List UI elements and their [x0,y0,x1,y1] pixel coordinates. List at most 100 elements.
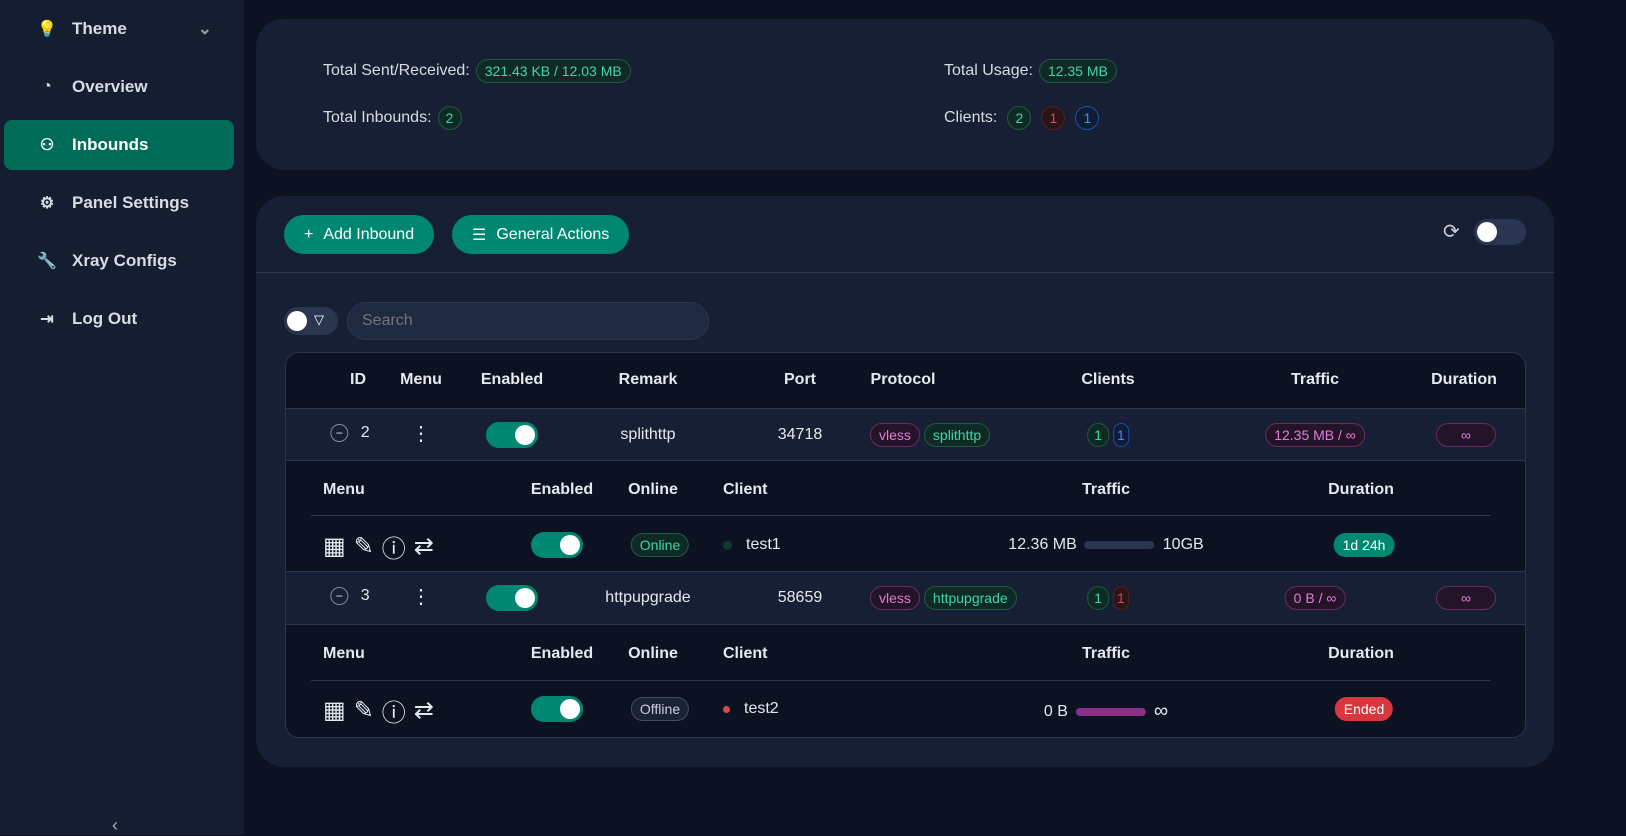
transport-badge: httpupgrade [923,586,1017,610]
status-dot [723,540,732,550]
label: Overview [72,77,148,96]
client-subtable: Menu Enabled Online Client Traffic Durat… [286,625,1525,735]
refresh-icon[interactable]: ⟳ [1443,221,1460,243]
label: Theme [72,19,127,38]
menu-icon: ☰ [472,226,487,244]
client-enable-toggle[interactable] [531,532,583,558]
general-actions-button[interactable]: ☰ General Actions [452,215,630,254]
col-enabled: Enabled [480,371,544,388]
col-protocol: Protocol [870,371,936,388]
sub-col-enabled: Enabled [530,481,594,498]
gear-icon: ⚙ [39,195,55,212]
id: 2 [360,424,370,441]
col-port: Port [784,371,816,388]
sub-col-traffic: Traffic [1081,481,1131,498]
col-duration: Duration [1431,371,1497,388]
info-icon[interactable]: ⓘ [381,536,406,563]
client-actions: ▦ ✎ ⓘ ⇄ [323,529,434,564]
clients-total-badge[interactable]: 1 [1087,423,1109,447]
protocol-badges: vless httpupgrade [870,586,1017,610]
more-vertical-icon[interactable]: ⋮ [411,423,431,445]
filter-toggle[interactable]: ▽ [284,307,338,335]
sidebar-item-theme[interactable]: 💡 Theme ⌄ [4,4,234,54]
port: 58659 [777,589,823,606]
label: General Actions [496,225,610,243]
filter-icon: ▽ [314,312,324,327]
stats-card: Total Sent/Received: 321.43 KB / 12.03 MB… [256,19,1554,170]
sub-col-duration: Duration [1328,481,1394,498]
port: 34718 [777,426,823,443]
clients-depleted-badge[interactable]: 1 [1041,106,1066,130]
client-enable-toggle[interactable] [531,696,583,722]
clients-depleted-badge[interactable]: 1 [1113,586,1129,610]
sub-col-duration: Duration [1328,645,1394,662]
clients-total-badge[interactable]: 1 [1087,586,1109,610]
protocol-badge: vless [870,423,920,447]
total: ∞ [1153,700,1169,722]
label: Xray Configs [72,251,177,270]
enable-toggle[interactable] [486,585,538,611]
sub-col-menu: Menu [323,645,365,662]
col-traffic: Traffic [1290,371,1340,388]
sidebar-item-inbounds[interactable]: ⚇ Inbounds [4,120,234,170]
sidebar-item-overview[interactable]: ◔ Overview [4,62,234,112]
clients-active-badge[interactable]: 2 [1007,106,1032,130]
edit-icon[interactable]: ✎ [353,533,374,560]
status-dot [723,705,730,713]
collapse-row-button[interactable]: − 2 [330,424,370,442]
sub-col-client: Client [723,645,768,662]
remark: splithttp [620,426,676,443]
add-inbound-button[interactable]: + Add Inbound [284,215,435,254]
logout-icon: ⇥ [40,311,54,328]
client-subtable: Menu Enabled Online Client Traffic Durat… [286,461,1525,571]
sub-col-enabled: Enabled [530,645,594,662]
used: 12.36 MB [1008,536,1077,553]
info-icon[interactable]: ⓘ [381,700,406,727]
value-badge: 321.43 KB / 12.03 MB [475,59,631,83]
expiry-badge: 1d 24h [1333,533,1395,557]
collapse-row-button[interactable]: − 3 [330,587,370,605]
clients-online-badge[interactable]: 1 [1113,423,1129,447]
transport-badge: splithttp [923,423,991,447]
plus-icon: + [304,225,314,243]
qrcode-icon[interactable]: ▦ [323,697,346,724]
traffic-badge: 0 B / ∞ [1284,586,1346,610]
enable-toggle[interactable] [486,422,538,448]
sidebar-item-xray-configs[interactable]: 🔧 Xray Configs [4,236,234,286]
more-vertical-icon[interactable]: ⋮ [411,586,431,608]
client-name: test2 [723,700,779,718]
label: Add Inbound [323,225,415,243]
sidebar-item-panel-settings[interactable]: ⚙ Panel Settings [4,178,234,228]
client-traffic: 12.36 MB 10GB [1008,536,1203,554]
sidebar-item-logout[interactable]: ⇥ Log Out [4,294,234,344]
qrcode-icon[interactable]: ▦ [323,533,346,560]
divider [256,272,1554,273]
stat-clients: Clients: 2 1 1 [944,106,1100,130]
edit-icon[interactable]: ✎ [353,697,374,724]
duration-badge: ∞ [1436,423,1496,447]
collapse-sidebar-icon[interactable]: ‹ [112,815,118,835]
sub-col-online: Online [628,645,678,662]
sub-col-client: Client [723,481,768,498]
inbounds-table: ID Menu Enabled Remark Port Protocol Cli… [285,352,1526,738]
label: Total Usage: [944,62,1033,79]
label: Clients: [944,109,998,126]
reset-traffic-icon[interactable]: ⇄ [413,533,434,560]
auto-refresh-toggle[interactable] [1474,219,1526,245]
col-id[interactable]: ID [350,371,366,388]
expiry-badge: Ended [1334,697,1394,721]
traffic-progress-bar [1084,541,1155,549]
col-remark: Remark [618,371,678,388]
sidebar: 💡 Theme ⌄ ◔ Overview ⚇ Inbounds ⚙ Panel Setti… [0,0,244,835]
protocol-badges: vless splithttp [870,423,991,447]
sub-col-online: Online [628,481,678,498]
client-traffic: 0 B ∞ [1044,700,1168,723]
name: test2 [744,700,779,717]
reset-traffic-icon[interactable]: ⇄ [413,697,434,724]
clients-online-badge[interactable]: 1 [1075,106,1100,130]
search-input[interactable] [347,302,709,340]
sub-col-menu: Menu [323,481,365,498]
